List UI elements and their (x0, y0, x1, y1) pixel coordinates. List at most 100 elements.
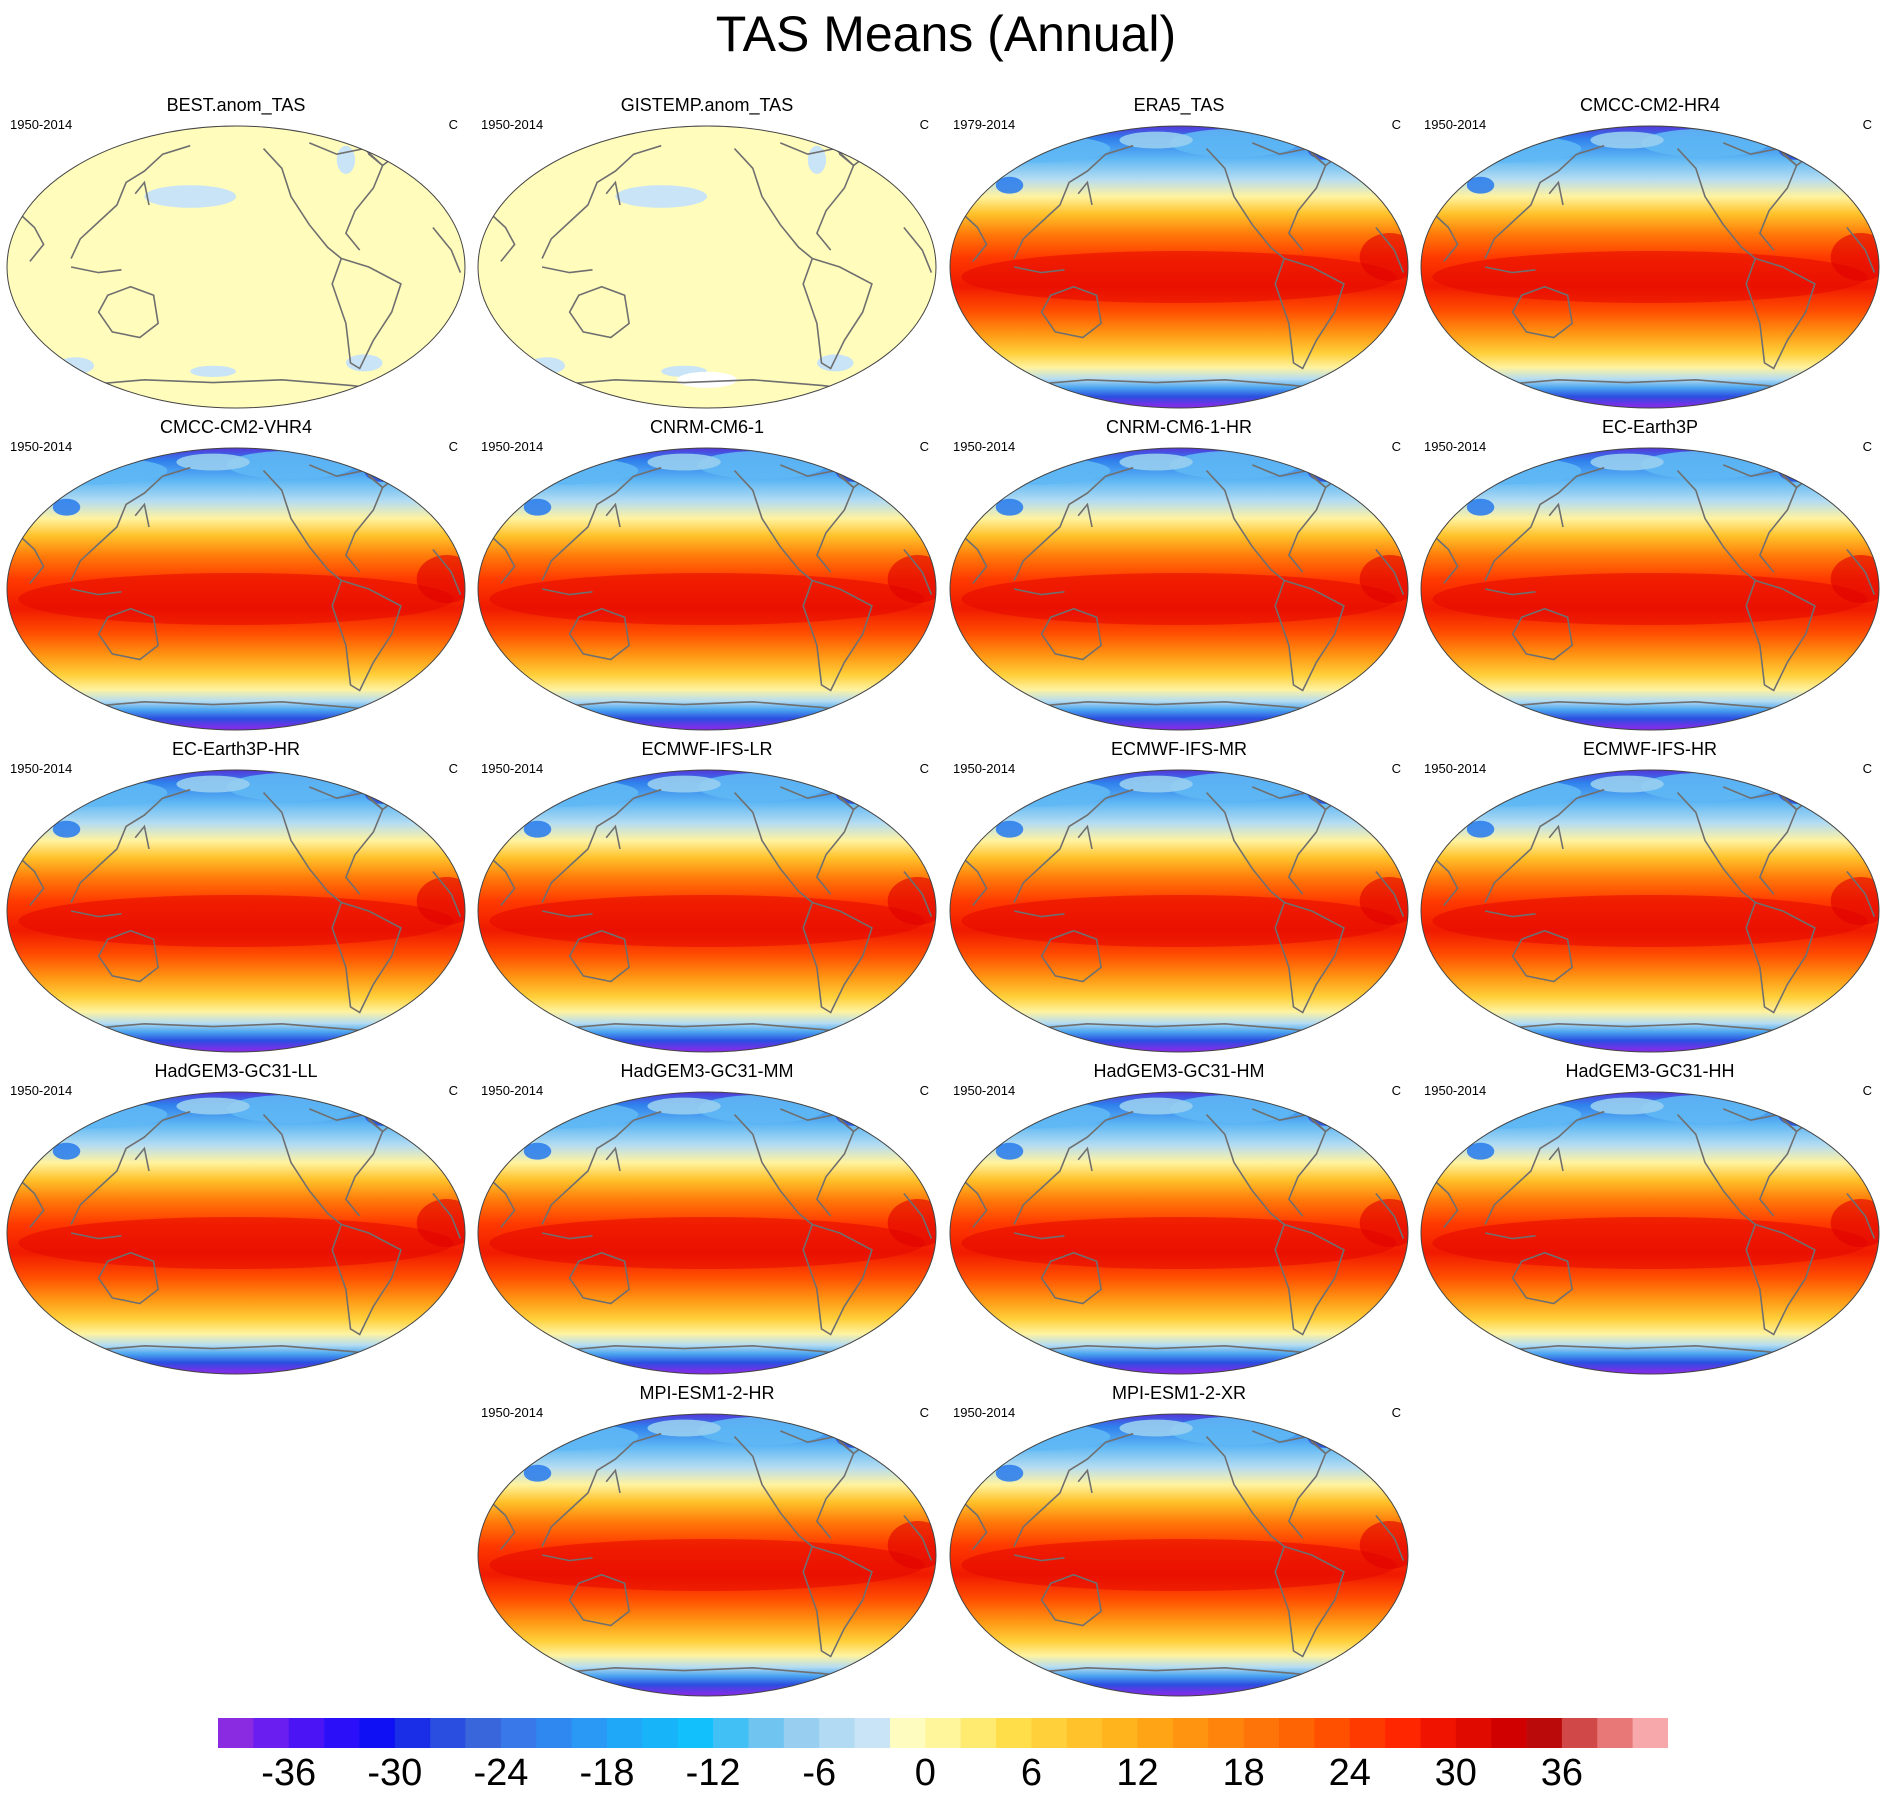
panel-unit: C (1862, 439, 1872, 454)
panel-period: 1950-2014 (481, 1405, 544, 1420)
colorbar-swatch (1385, 1718, 1421, 1748)
colorbar-swatch (889, 1718, 926, 1748)
map-panel: HadGEM3-GC31-HM 1950-2014 C (943, 1060, 1415, 1375)
panel-title: CNRM-CM6-1-HR (1106, 417, 1252, 437)
colorbar-tick-label: -12 (685, 1752, 741, 1794)
panel-title: ECMWF-IFS-MR (1111, 739, 1247, 759)
map-panel: EC-Earth3P-HR 1950-2014 C (0, 738, 472, 1053)
globe-map (6, 1091, 466, 1375)
globe-map (949, 1413, 1409, 1697)
map-field (950, 448, 1408, 730)
panel-unit: C (1391, 117, 1401, 132)
panel-unit: C (448, 761, 458, 776)
map-panel: CMCC-CM2-VHR4 1950-2014 C (0, 416, 472, 731)
colorbar-tick-label: 30 (1434, 1752, 1477, 1794)
panel-period: 1950-2014 (953, 1083, 1016, 1098)
colorbar-swatch (394, 1718, 431, 1748)
map-field (1421, 770, 1879, 1052)
colorbar-tick-label: 36 (1540, 1752, 1584, 1794)
colorbar-swatch (288, 1718, 325, 1748)
map-field (478, 1092, 936, 1374)
colorbar-swatch (642, 1718, 679, 1748)
colorbar-swatch (607, 1718, 643, 1748)
globe-map (477, 1091, 937, 1375)
panel-title: EC-Earth3P-HR (171, 739, 301, 759)
globe-map (1420, 125, 1880, 409)
colorbar-tick-label: -6 (802, 1752, 837, 1794)
colorbar-swatch (1597, 1718, 1633, 1748)
map-panel: CNRM-CM6-1-HR 1950-2014 C (943, 416, 1415, 731)
colorbar-swatch (218, 1718, 254, 1748)
panel-title: ECMWF-IFS-HR (1583, 739, 1717, 759)
colorbar-swatch (819, 1718, 855, 1748)
globe-map (6, 125, 466, 409)
globe-map (949, 1091, 1409, 1375)
colorbar-swatch (536, 1718, 572, 1748)
colorbar-swatch (1420, 1718, 1457, 1748)
map-field (7, 1092, 465, 1374)
map-field (7, 770, 465, 1052)
colorbar-tick-label: 12 (1116, 1752, 1159, 1794)
panel-unit: C (919, 117, 929, 132)
map-panel: MPI-ESM1-2-HR 1950-2014 C (471, 1382, 943, 1697)
map-field (7, 448, 465, 730)
colorbar-swatch (465, 1718, 502, 1748)
panel-title: HadGEM3-GC31-HM (1093, 1061, 1265, 1081)
globe-map (477, 1413, 937, 1697)
map-panel: HadGEM3-GC31-HH 1950-2014 C (1414, 1060, 1886, 1375)
map-panel: ECMWF-IFS-LR 1950-2014 C (471, 738, 943, 1053)
colorbar-swatch (1208, 1718, 1244, 1748)
panel-title: BEST.anom_TAS (166, 95, 306, 115)
map-field (950, 1092, 1408, 1374)
colorbar-swatch (253, 1718, 290, 1748)
panel-period: 1950-2014 (1424, 439, 1487, 454)
colorbar-tick-label: -30 (367, 1752, 423, 1794)
colorbar-tick-label: 18 (1222, 1752, 1265, 1794)
map-panel: ERA5_TAS 1979-2014 C (943, 94, 1415, 409)
colorbar-swatch (996, 1718, 1032, 1748)
panel-title: HadGEM3-GC31-MM (620, 1061, 794, 1081)
globe-map (6, 447, 466, 731)
panel-unit: C (1862, 117, 1872, 132)
globe-map (477, 447, 937, 731)
panel-unit: C (919, 1083, 929, 1098)
panel-unit: C (448, 117, 458, 132)
globe-map (477, 125, 937, 409)
map-field (950, 1414, 1408, 1696)
map-field (1421, 1092, 1879, 1374)
panel-title: CMCC-CM2-VHR4 (160, 417, 312, 437)
panel-unit: C (919, 761, 929, 776)
map-field (478, 448, 936, 730)
panel-unit: C (1391, 439, 1401, 454)
panel-period: 1979-2014 (953, 117, 1016, 132)
panel-title: GISTEMP.anom_TAS (620, 95, 794, 115)
panel-title: MPI-ESM1-2-HR (639, 1383, 775, 1403)
globe-map (477, 769, 937, 1053)
globe-map (949, 125, 1409, 409)
panel-title: ECMWF-IFS-LR (641, 739, 773, 759)
colorbar-swatch (1455, 1718, 1492, 1748)
colorbar-tick-label: -18 (579, 1752, 635, 1794)
colorbar-tick-label: -36 (261, 1752, 317, 1794)
colorbar-swatch (1102, 1718, 1138, 1748)
map-panel: ECMWF-IFS-HR 1950-2014 C (1414, 738, 1886, 1053)
panel-period: 1950-2014 (10, 439, 73, 454)
panel-title: CMCC-CM2-HR4 (1580, 95, 1720, 115)
colorbar-swatch (324, 1718, 360, 1748)
map-panel: GISTEMP.anom_TAS 1950-2014 C (471, 94, 943, 409)
panel-period: 1950-2014 (481, 761, 544, 776)
colorbar-swatch (1491, 1718, 1527, 1748)
panel-unit: C (1391, 1405, 1401, 1420)
colorbar-swatch (748, 1718, 785, 1748)
map-panel: HadGEM3-GC31-MM 1950-2014 C (471, 1060, 943, 1375)
panel-period: 1950-2014 (481, 117, 544, 132)
map-panel: CNRM-CM6-1 1950-2014 C (471, 416, 943, 731)
colorbar-tick-label: 6 (1020, 1752, 1042, 1794)
panel-period: 1950-2014 (1424, 117, 1487, 132)
panel-unit: C (1862, 761, 1872, 776)
colorbar-tick-label: 0 (914, 1752, 936, 1794)
map-field (1421, 448, 1879, 730)
colorbar-swatch (854, 1718, 891, 1748)
panel-unit: C (1391, 1083, 1401, 1098)
panel-unit: C (1862, 1083, 1872, 1098)
